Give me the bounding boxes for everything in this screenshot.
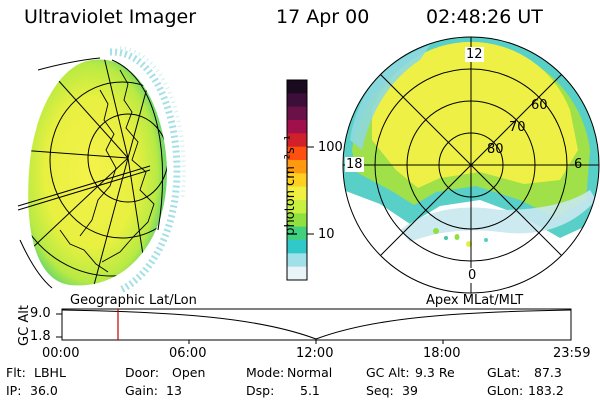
altitude-ytick-bottom: 1.8 [30, 329, 51, 344]
colorbar-segment [287, 80, 307, 94]
glon-label: GLon: [487, 383, 524, 398]
colorbar-segment [287, 133, 307, 148]
colorbar-segment [287, 200, 307, 214]
colorbar-segment [287, 266, 307, 281]
glat-value: 87.3 [534, 365, 562, 380]
gc-alt-value: 9.3 Re [415, 365, 455, 380]
door-value: Open [172, 365, 206, 380]
polar-label-bottom: 0 [467, 268, 478, 283]
time-label: 02:48:26 UT [426, 6, 543, 28]
altitude-plot [56, 308, 572, 344]
polar-ring-70: 70 [509, 120, 526, 135]
ip-label: IP: [6, 383, 22, 398]
colorbar-segment [287, 120, 307, 134]
filter-label: Flt: [6, 365, 26, 380]
mode-value: Normal [287, 365, 333, 380]
colorbar-frame [286, 79, 308, 281]
altitude-xtick: 00:00 [42, 346, 80, 361]
colorbar [286, 79, 308, 281]
colorbar-tick-label-100: 100 [318, 140, 343, 155]
altitude-ytick-top: 9.0 [30, 306, 51, 321]
dsp-value: 5.1 [300, 383, 320, 398]
seq-label: Seq: [366, 383, 394, 398]
altitude-xtick: 12:00 [296, 346, 334, 361]
colorbar-segment [287, 186, 307, 201]
dsp-label: Dsp: [246, 383, 275, 398]
colorbar-unit-label: photon cm⁻²s⁻¹ [282, 135, 298, 236]
geographic-projection-label: Geographic Lat/Lon [70, 293, 197, 308]
colorbar-segment [287, 253, 307, 268]
colorbar-tick-label-10: 10 [318, 227, 335, 242]
seq-value: 39 [402, 383, 418, 398]
geographic-image [17, 46, 186, 294]
colorbar-segment [287, 226, 307, 241]
gain-value: 13 [166, 383, 182, 398]
polar-ring-80: 80 [487, 142, 504, 157]
ip-value: 36.0 [30, 383, 58, 398]
polar-label-right: 6 [574, 157, 583, 172]
glat-label: GLat: [487, 365, 521, 380]
altitude-xtick: 06:00 [169, 346, 207, 361]
altitude-xtick: 18:00 [423, 346, 461, 361]
polar-label-top: 12 [465, 47, 484, 62]
colorbar-segment [287, 173, 307, 188]
colorbar-segment [287, 93, 307, 108]
apex-projection-label: Apex MLat/MLT [426, 293, 524, 308]
polar-plot [342, 36, 600, 294]
colorbar-segment [287, 160, 307, 174]
altitude-xtick: 23:59 [553, 346, 591, 361]
instrument-title: Ultraviolet Imager [24, 6, 197, 28]
date-label: 17 Apr 00 [276, 6, 370, 28]
colorbar-segment [287, 146, 307, 161]
glon-value: 183.2 [528, 383, 564, 398]
polar-ring-60: 60 [531, 98, 548, 113]
door-label: Door: [125, 365, 160, 380]
polar-label-left: 18 [345, 157, 364, 172]
filter-value: LBHL [34, 365, 66, 380]
gain-label: Gain: [125, 383, 158, 398]
colorbar-segment [287, 106, 307, 121]
colorbar-segment [287, 240, 307, 254]
mode-label: Mode: [246, 365, 285, 380]
colorbar-segment [287, 213, 307, 228]
gc-alt-label: GC Alt: [366, 365, 410, 380]
